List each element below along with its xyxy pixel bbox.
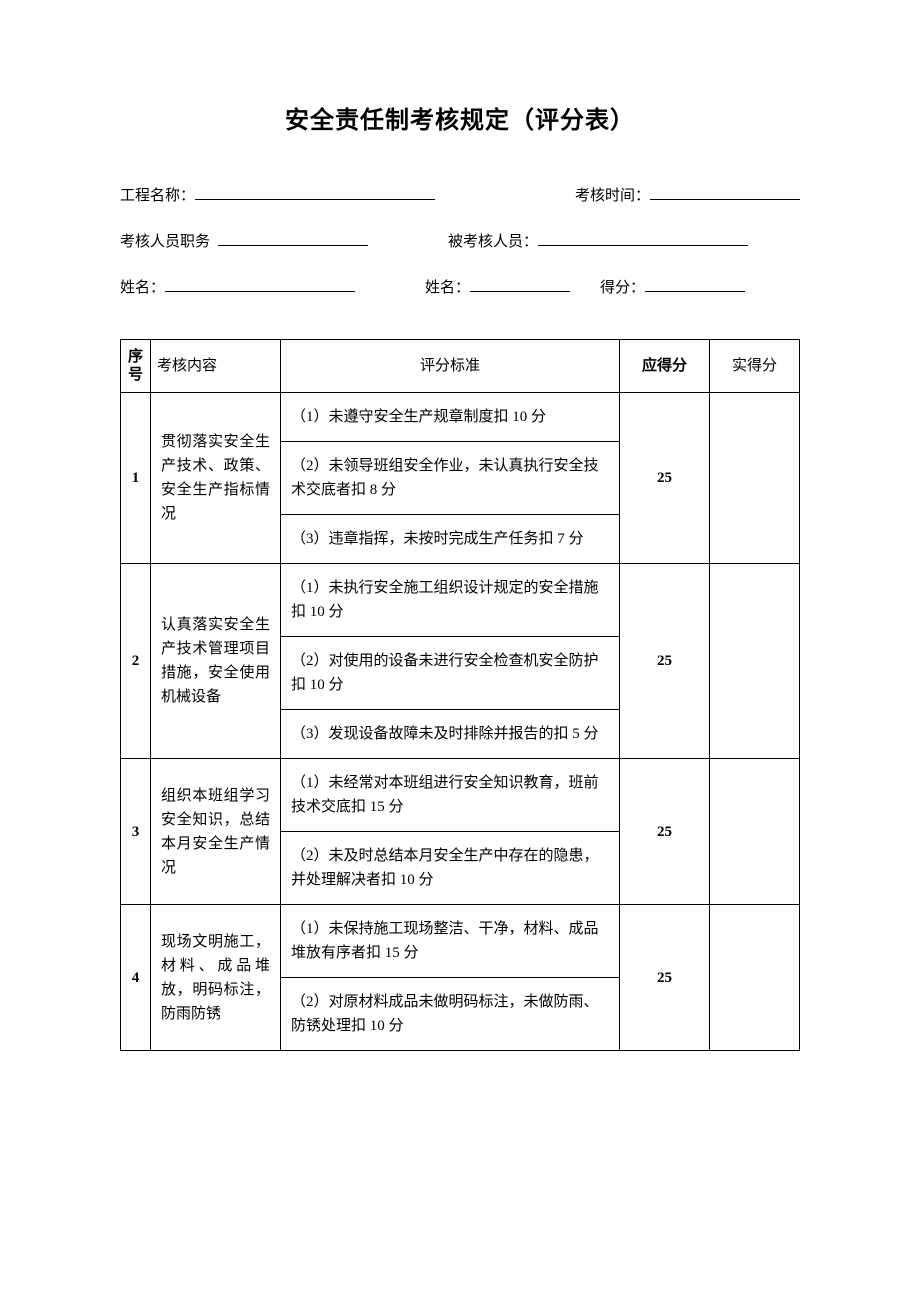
cell-content: 贯彻落实安全生产技术、政策、安全生产指标情况 — [151, 393, 281, 564]
header-criteria: 评分标准 — [281, 340, 620, 393]
header-actual: 实得分 — [710, 340, 800, 393]
label-name-2: 姓名： — [425, 267, 470, 309]
blank-assessor-position — [218, 230, 368, 247]
cell-criteria: （1）未保持施工现场整洁、干净，材料、成品堆放有序者扣 15 分 — [281, 905, 620, 978]
cell-criteria: （1）未经常对本班组进行安全知识教育，班前技术交底扣 15 分 — [281, 759, 620, 832]
field-assessed-person: 被考核人员： — [448, 221, 748, 263]
page-title: 安全责任制考核规定（评分表） — [120, 100, 800, 135]
label-assessor-position: 考核人员职务 — [120, 221, 210, 263]
cell-criteria: （3）发现设备故障未及时排除并报告的扣 5 分 — [281, 710, 620, 759]
blank-score — [645, 276, 745, 293]
cell-content: 组织本班组学习安全知识，总结本月安全生产情况 — [151, 759, 281, 905]
label-assess-time: 考核时间： — [575, 175, 650, 217]
blank-assessed-person — [538, 230, 748, 247]
cell-criteria: （2）对使用的设备未进行安全检查机安全防护扣 10 分 — [281, 637, 620, 710]
cell-actual — [710, 905, 800, 1051]
table-body: 1 贯彻落实安全生产技术、政策、安全生产指标情况 （1）未遵守安全生产规章制度扣… — [121, 393, 800, 1051]
label-assessed-person: 被考核人员： — [448, 221, 538, 263]
field-assessor-position: 考核人员职务 — [120, 221, 368, 263]
cell-actual — [710, 393, 800, 564]
blank-name-1 — [165, 276, 355, 293]
cell-criteria: （2）未及时总结本月安全生产中存在的隐患，并处理解决者扣 10 分 — [281, 832, 620, 905]
label-project-name: 工程名称： — [120, 175, 195, 217]
cell-criteria: （2）对原材料成品未做明码标注，未做防雨、防锈处理扣 10 分 — [281, 978, 620, 1051]
cell-criteria: （1）未执行安全施工组织设计规定的安全措施扣 10 分 — [281, 564, 620, 637]
label-score: 得分： — [600, 267, 645, 309]
assessment-table: 序号 考核内容 评分标准 应得分 实得分 1 贯彻落实安全生产技术、政策、安全生… — [120, 339, 800, 1051]
cell-seq: 4 — [121, 905, 151, 1051]
blank-project-name — [195, 184, 435, 201]
cell-criteria: （1）未遵守安全生产规章制度扣 10 分 — [281, 393, 620, 442]
label-name-1: 姓名： — [120, 267, 165, 309]
table-row: 2 认真落实安全生产技术管理项目措施，安全使用机械设备 （1）未执行安全施工组织… — [121, 564, 800, 637]
cell-actual — [710, 759, 800, 905]
header-seq: 序号 — [121, 340, 151, 393]
cell-deserve: 25 — [620, 759, 710, 905]
table-row: 1 贯彻落实安全生产技术、政策、安全生产指标情况 （1）未遵守安全生产规章制度扣… — [121, 393, 800, 442]
header-deserve: 应得分 — [620, 340, 710, 393]
cell-criteria: （2）未领导班组安全作业，未认真执行安全技术交底者扣 8 分 — [281, 442, 620, 515]
cell-deserve: 25 — [620, 564, 710, 759]
cell-criteria: （3）违章指挥，未按时完成生产任务扣 7 分 — [281, 515, 620, 564]
table-header-row: 序号 考核内容 评分标准 应得分 实得分 — [121, 340, 800, 393]
cell-seq: 2 — [121, 564, 151, 759]
cell-actual — [710, 564, 800, 759]
table-row: 4 现场文明施工，材料、成品堆放，明码标注，防雨防锈 （1）未保持施工现场整洁、… — [121, 905, 800, 978]
field-name-1: 姓名： — [120, 267, 355, 309]
cell-seq: 1 — [121, 393, 151, 564]
field-name-2: 姓名： — [425, 267, 570, 309]
field-project-name: 工程名称： — [120, 175, 435, 217]
header-fields: 工程名称： 考核时间： 考核人员职务 被考核人员： 姓名： 姓名： — [120, 175, 800, 309]
cell-deserve: 25 — [620, 393, 710, 564]
cell-content: 认真落实安全生产技术管理项目措施，安全使用机械设备 — [151, 564, 281, 759]
field-score: 得分： — [600, 267, 745, 309]
blank-name-2 — [470, 276, 570, 293]
cell-deserve: 25 — [620, 905, 710, 1051]
blank-assess-time — [650, 184, 800, 201]
cell-content: 现场文明施工，材料、成品堆放，明码标注，防雨防锈 — [151, 905, 281, 1051]
table-row: 3 组织本班组学习安全知识，总结本月安全生产情况 （1）未经常对本班组进行安全知… — [121, 759, 800, 832]
header-content: 考核内容 — [151, 340, 281, 393]
cell-seq: 3 — [121, 759, 151, 905]
field-assess-time: 考核时间： — [575, 175, 800, 217]
